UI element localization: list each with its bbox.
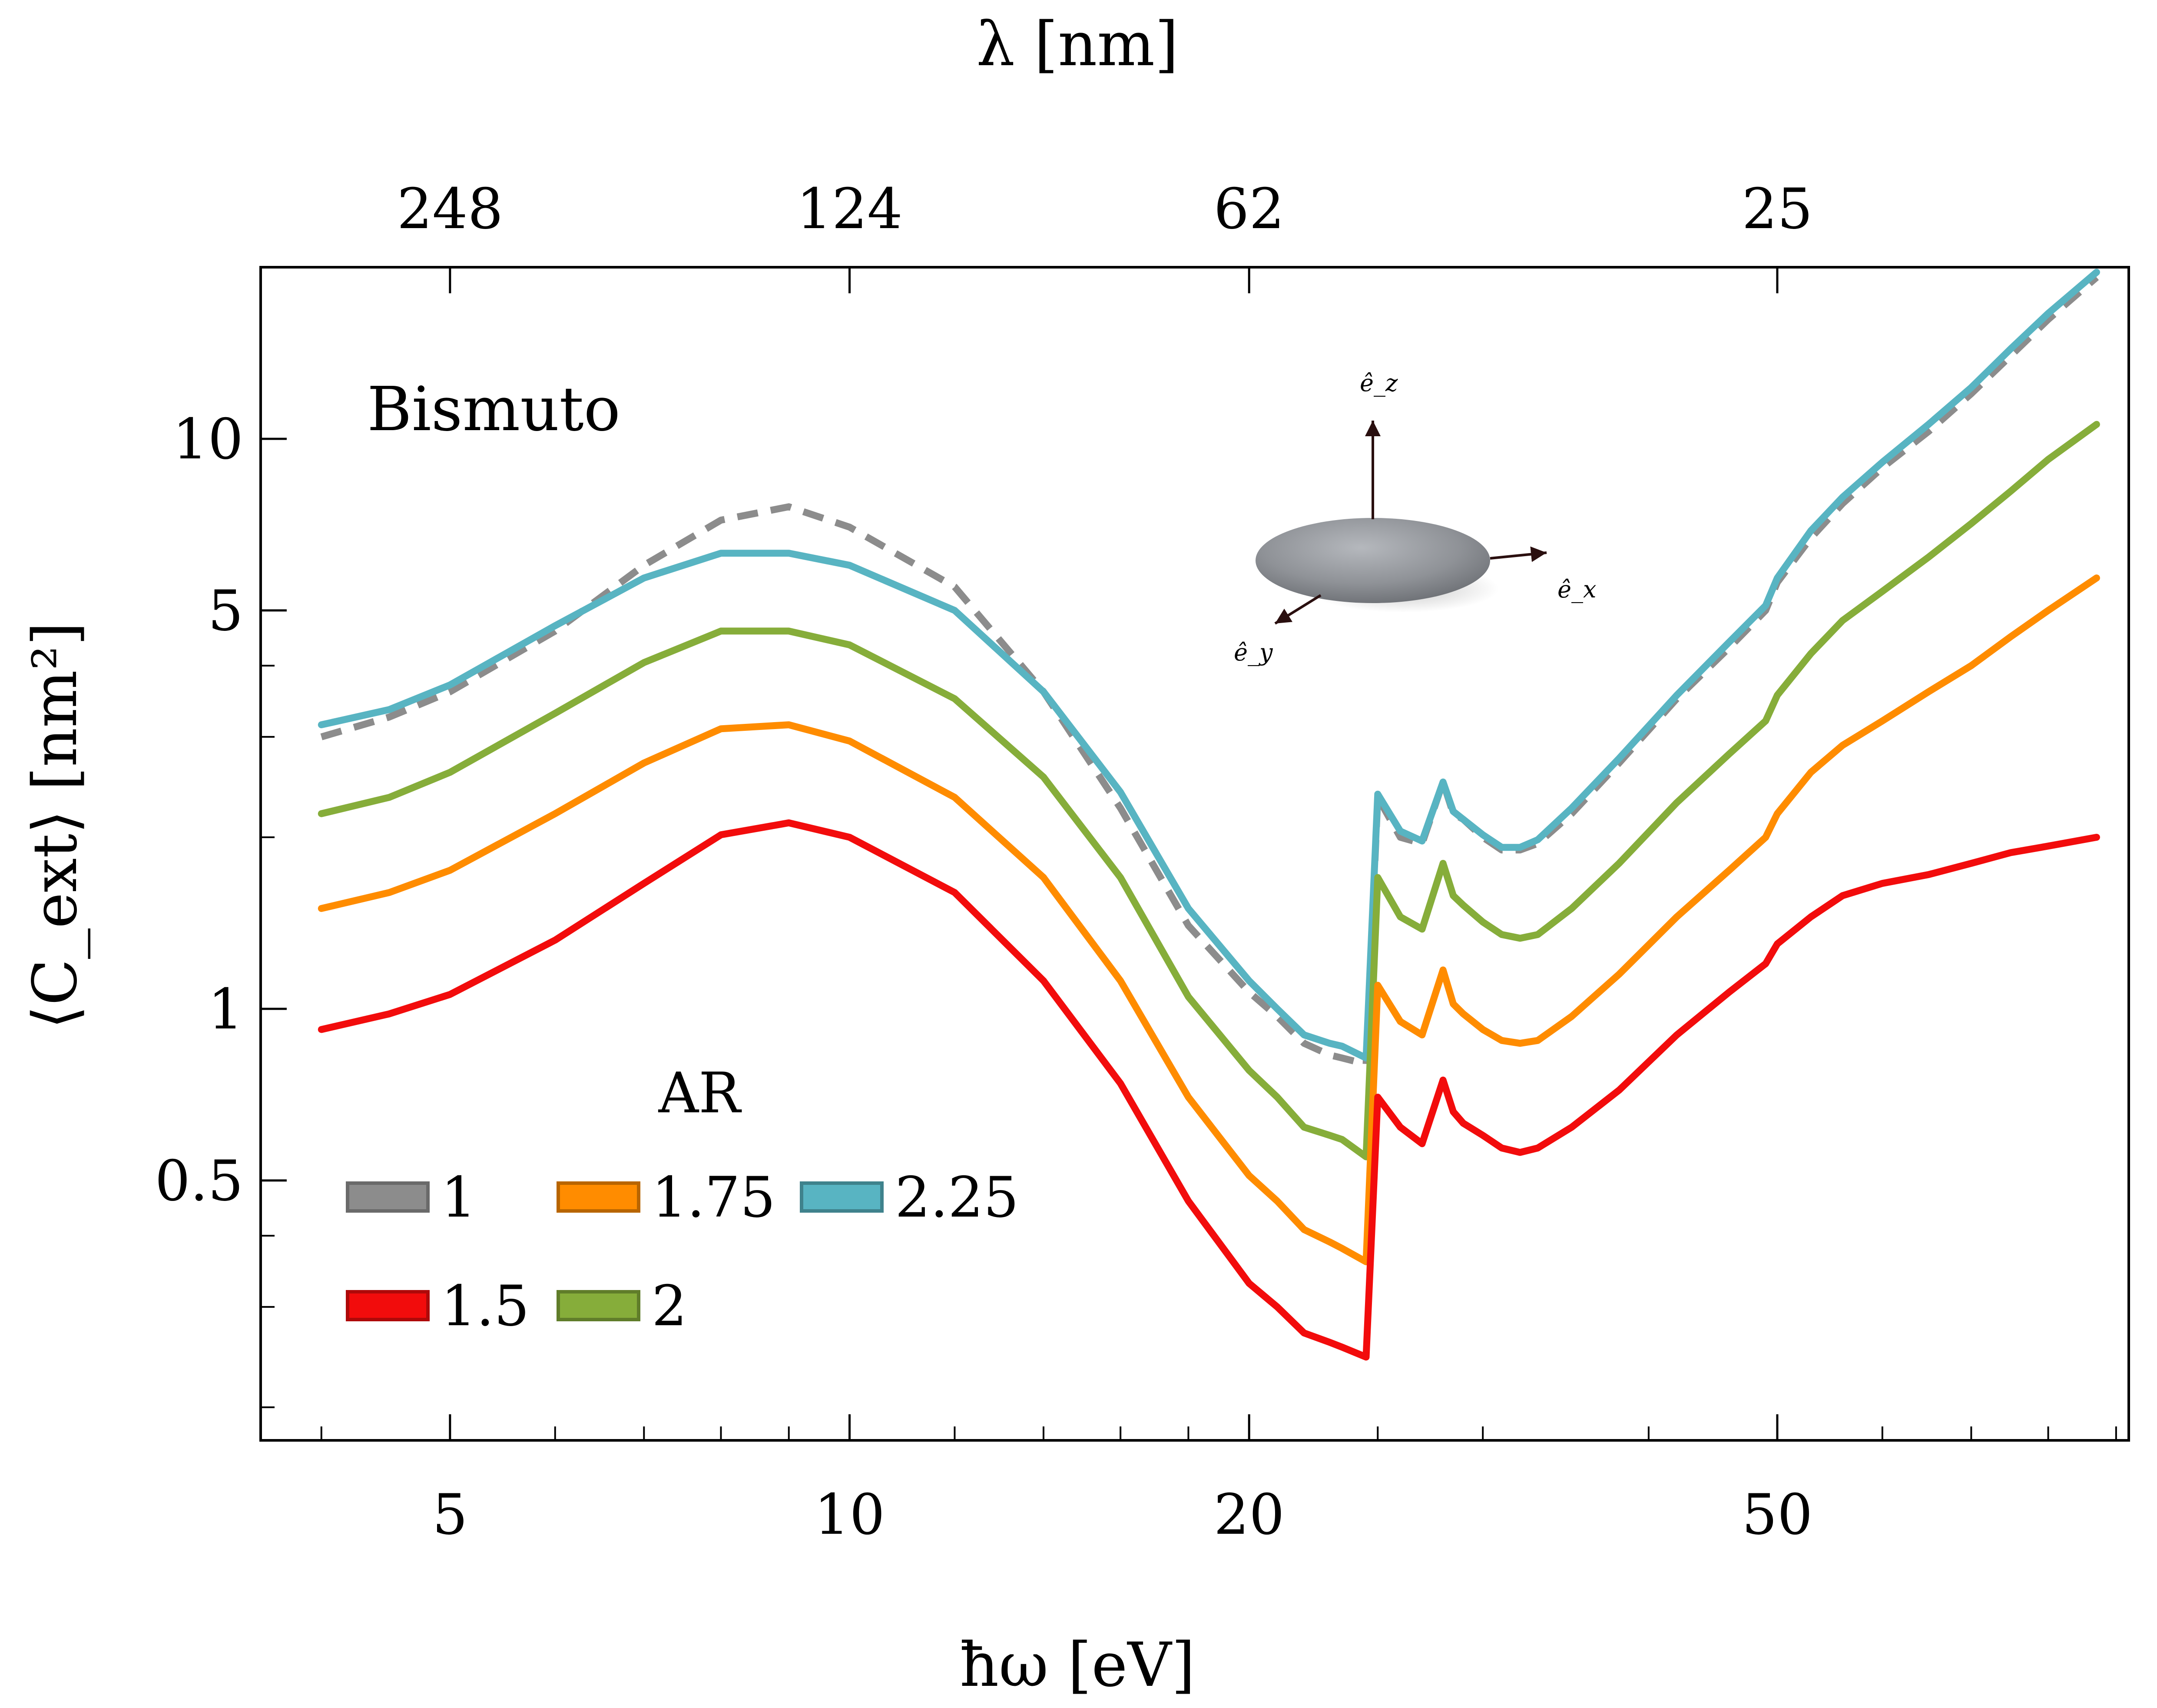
legend-swatch-1-75 bbox=[557, 1181, 640, 1213]
series-line-2 bbox=[318, 421, 2100, 1161]
y-axis-title: ⟨C_ext⟩ [nm²] bbox=[20, 622, 91, 1029]
series-line-1-5 bbox=[318, 819, 2100, 1361]
plot-frame bbox=[259, 266, 2130, 1442]
particle-inset: ê_z ê_x ê_y bbox=[1234, 369, 1596, 666]
legend-swatch-2 bbox=[557, 1290, 640, 1321]
top-axis-title: λ [nm] bbox=[976, 9, 1178, 80]
legend: AR 1 1.75 2.25 1.5 2 bbox=[346, 1061, 1019, 1339]
ex-arrow bbox=[1490, 546, 1547, 562]
top-tick-label: 25 bbox=[1742, 177, 1813, 242]
legend-swatch-1 bbox=[346, 1181, 430, 1213]
legend-label-1: 1 bbox=[441, 1165, 476, 1230]
legend-swatch-1-5 bbox=[346, 1290, 430, 1321]
legend-label-1-75: 1.75 bbox=[652, 1165, 775, 1230]
y-tick-label: 0.5 bbox=[155, 1149, 243, 1214]
y-tick-label: 1 bbox=[208, 977, 243, 1042]
x-tick-label: 10 bbox=[814, 1482, 885, 1547]
x-axis-title: ħω [eV] bbox=[960, 1630, 1195, 1701]
x-tick-label: 5 bbox=[432, 1482, 467, 1547]
y-tick-label: 5 bbox=[208, 579, 243, 643]
legend-label-1-5: 1.5 bbox=[441, 1274, 530, 1339]
legend-label-2: 2 bbox=[652, 1274, 687, 1339]
x-tick-label: 20 bbox=[1214, 1482, 1285, 1547]
series-line-2-25 bbox=[318, 269, 2100, 1061]
top-tick-label: 124 bbox=[796, 177, 902, 242]
ey-label: ê_y bbox=[1234, 639, 1273, 666]
y-tick-label: 10 bbox=[172, 407, 243, 472]
ex-label: ê_x bbox=[1557, 576, 1596, 603]
material-annotation: Bismuto bbox=[367, 374, 620, 445]
legend-swatch-2-25 bbox=[800, 1181, 884, 1213]
series-line-1 bbox=[320, 275, 2099, 1068]
ez-label: ê_z bbox=[1360, 369, 1398, 397]
ticks-layer bbox=[261, 267, 2117, 1440]
series-layer bbox=[318, 269, 2100, 1361]
top-tick-label: 248 bbox=[397, 177, 503, 242]
legend-title: AR bbox=[658, 1061, 742, 1126]
top-tick-label: 62 bbox=[1214, 177, 1285, 242]
legend-label-2-25: 2.25 bbox=[895, 1165, 1019, 1230]
x-tick-label: 50 bbox=[1742, 1482, 1813, 1547]
tick-labels: 5 10 20 50 248 124 62 25 0.5 1 5 10 bbox=[155, 177, 1812, 1547]
ellipsoid-particle bbox=[1256, 518, 1490, 603]
series-line-1-75 bbox=[318, 574, 2100, 1265]
ey-arrow bbox=[1274, 594, 1322, 625]
